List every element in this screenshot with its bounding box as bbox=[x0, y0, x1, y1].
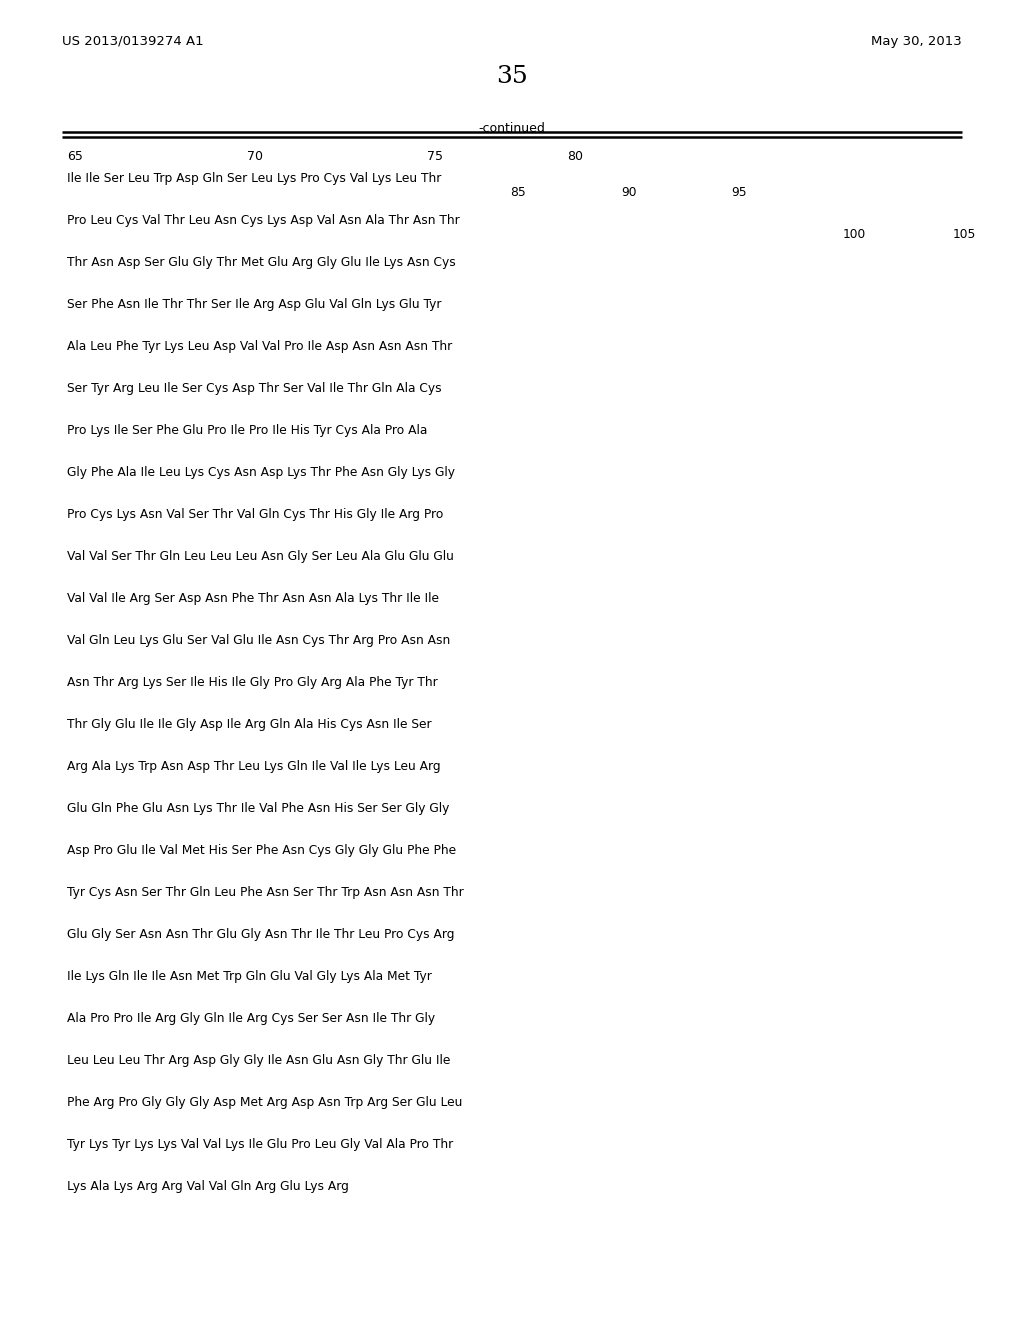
Text: Ser Tyr Arg Leu Ile Ser Cys Asp Thr Ser Val Ile Thr Gln Ala Cys: Ser Tyr Arg Leu Ile Ser Cys Asp Thr Ser … bbox=[67, 381, 441, 395]
Text: Thr Gly Glu Ile Ile Gly Asp Ile Arg Gln Ala His Cys Asn Ile Ser: Thr Gly Glu Ile Ile Gly Asp Ile Arg Gln … bbox=[67, 718, 432, 731]
Text: Tyr Lys Tyr Lys Lys Val Val Lys Ile Glu Pro Leu Gly Val Ala Pro Thr: Tyr Lys Tyr Lys Lys Val Val Lys Ile Glu … bbox=[67, 1138, 454, 1151]
Text: 80: 80 bbox=[567, 150, 583, 162]
Text: Asn Thr Arg Lys Ser Ile His Ile Gly Pro Gly Arg Ala Phe Tyr Thr: Asn Thr Arg Lys Ser Ile His Ile Gly Pro … bbox=[67, 676, 437, 689]
Text: Ile Ile Ser Leu Trp Asp Gln Ser Leu Lys Pro Cys Val Lys Leu Thr: Ile Ile Ser Leu Trp Asp Gln Ser Leu Lys … bbox=[67, 172, 441, 185]
Text: Pro Leu Cys Val Thr Leu Asn Cys Lys Asp Val Asn Ala Thr Asn Thr: Pro Leu Cys Val Thr Leu Asn Cys Lys Asp … bbox=[67, 214, 460, 227]
Text: Leu Leu Leu Thr Arg Asp Gly Gly Ile Asn Glu Asn Gly Thr Glu Ile: Leu Leu Leu Thr Arg Asp Gly Gly Ile Asn … bbox=[67, 1053, 451, 1067]
Text: 90: 90 bbox=[621, 186, 636, 199]
Text: 105: 105 bbox=[953, 228, 976, 242]
Text: Pro Lys Ile Ser Phe Glu Pro Ile Pro Ile His Tyr Cys Ala Pro Ala: Pro Lys Ile Ser Phe Glu Pro Ile Pro Ile … bbox=[67, 424, 427, 437]
Text: Ile Lys Gln Ile Ile Asn Met Trp Gln Glu Val Gly Lys Ala Met Tyr: Ile Lys Gln Ile Ile Asn Met Trp Gln Glu … bbox=[67, 970, 432, 983]
Text: -continued: -continued bbox=[478, 121, 546, 135]
Text: Gly Phe Ala Ile Leu Lys Cys Asn Asp Lys Thr Phe Asn Gly Lys Gly: Gly Phe Ala Ile Leu Lys Cys Asn Asp Lys … bbox=[67, 466, 455, 479]
Text: Ala Pro Pro Ile Arg Gly Gln Ile Arg Cys Ser Ser Asn Ile Thr Gly: Ala Pro Pro Ile Arg Gly Gln Ile Arg Cys … bbox=[67, 1012, 435, 1026]
Text: Ser Phe Asn Ile Thr Thr Ser Ile Arg Asp Glu Val Gln Lys Glu Tyr: Ser Phe Asn Ile Thr Thr Ser Ile Arg Asp … bbox=[67, 298, 441, 312]
Text: 75: 75 bbox=[427, 150, 443, 162]
Text: Pro Cys Lys Asn Val Ser Thr Val Gln Cys Thr His Gly Ile Arg Pro: Pro Cys Lys Asn Val Ser Thr Val Gln Cys … bbox=[67, 508, 443, 521]
Text: Tyr Cys Asn Ser Thr Gln Leu Phe Asn Ser Thr Trp Asn Asn Asn Thr: Tyr Cys Asn Ser Thr Gln Leu Phe Asn Ser … bbox=[67, 886, 464, 899]
Text: 95: 95 bbox=[731, 186, 748, 199]
Text: Glu Gln Phe Glu Asn Lys Thr Ile Val Phe Asn His Ser Ser Gly Gly: Glu Gln Phe Glu Asn Lys Thr Ile Val Phe … bbox=[67, 803, 450, 814]
Text: 65: 65 bbox=[67, 150, 83, 162]
Text: Val Gln Leu Lys Glu Ser Val Glu Ile Asn Cys Thr Arg Pro Asn Asn: Val Gln Leu Lys Glu Ser Val Glu Ile Asn … bbox=[67, 634, 451, 647]
Text: 85: 85 bbox=[510, 186, 525, 199]
Text: Arg Ala Lys Trp Asn Asp Thr Leu Lys Gln Ile Val Ile Lys Leu Arg: Arg Ala Lys Trp Asn Asp Thr Leu Lys Gln … bbox=[67, 760, 440, 774]
Text: Asp Pro Glu Ile Val Met His Ser Phe Asn Cys Gly Gly Glu Phe Phe: Asp Pro Glu Ile Val Met His Ser Phe Asn … bbox=[67, 843, 456, 857]
Text: Lys Ala Lys Arg Arg Val Val Gln Arg Glu Lys Arg: Lys Ala Lys Arg Arg Val Val Gln Arg Glu … bbox=[67, 1180, 349, 1193]
Text: Ala Leu Phe Tyr Lys Leu Asp Val Val Pro Ile Asp Asn Asn Asn Thr: Ala Leu Phe Tyr Lys Leu Asp Val Val Pro … bbox=[67, 341, 453, 352]
Text: Phe Arg Pro Gly Gly Gly Asp Met Arg Asp Asn Trp Arg Ser Glu Leu: Phe Arg Pro Gly Gly Gly Asp Met Arg Asp … bbox=[67, 1096, 463, 1109]
Text: Thr Asn Asp Ser Glu Gly Thr Met Glu Arg Gly Glu Ile Lys Asn Cys: Thr Asn Asp Ser Glu Gly Thr Met Glu Arg … bbox=[67, 256, 456, 269]
Text: 100: 100 bbox=[843, 228, 865, 242]
Text: 70: 70 bbox=[247, 150, 263, 162]
Text: Val Val Ser Thr Gln Leu Leu Leu Asn Gly Ser Leu Ala Glu Glu Glu: Val Val Ser Thr Gln Leu Leu Leu Asn Gly … bbox=[67, 550, 454, 564]
Text: May 30, 2013: May 30, 2013 bbox=[871, 36, 962, 48]
Text: Glu Gly Ser Asn Asn Thr Glu Gly Asn Thr Ile Thr Leu Pro Cys Arg: Glu Gly Ser Asn Asn Thr Glu Gly Asn Thr … bbox=[67, 928, 455, 941]
Text: US 2013/0139274 A1: US 2013/0139274 A1 bbox=[62, 36, 204, 48]
Text: 35: 35 bbox=[496, 65, 528, 88]
Text: Val Val Ile Arg Ser Asp Asn Phe Thr Asn Asn Ala Lys Thr Ile Ile: Val Val Ile Arg Ser Asp Asn Phe Thr Asn … bbox=[67, 591, 439, 605]
